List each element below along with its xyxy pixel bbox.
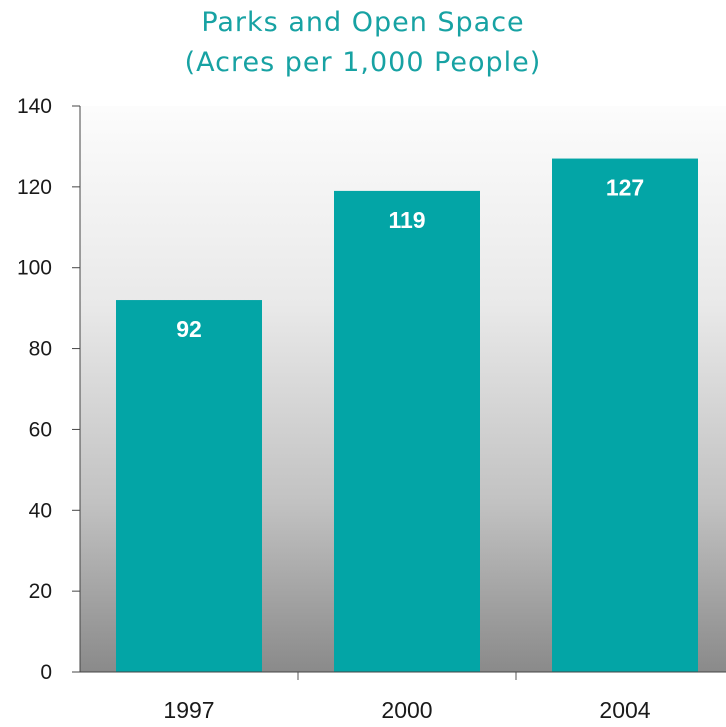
y-tick-label-80: 80 [29,338,52,361]
data-label-2004: 127 [606,175,644,201]
y-tick-label-120: 120 [17,176,52,199]
chart-title-line-1: Parks and Open Space [201,7,525,38]
x-tick-label-1997: 1997 [163,697,214,723]
y-tick-label-20: 20 [29,580,52,603]
y-tick-label-100: 100 [17,257,52,280]
y-tick-label-0: 0 [40,661,52,684]
y-tick-label-140: 140 [17,95,52,118]
x-tick-label-2000: 2000 [381,697,432,723]
x-tick-label-2004: 2004 [599,697,650,723]
bar-1997 [116,300,262,672]
data-label-2000: 119 [388,207,425,233]
data-label-1997: 92 [176,316,202,342]
bar-2000 [334,190,480,672]
chart-title-line-2: (Acres per 1,000 People) [184,47,542,78]
y-tick-label-60: 60 [29,418,52,441]
y-tick-label-40: 40 [29,499,52,522]
bar-2004 [552,158,698,673]
